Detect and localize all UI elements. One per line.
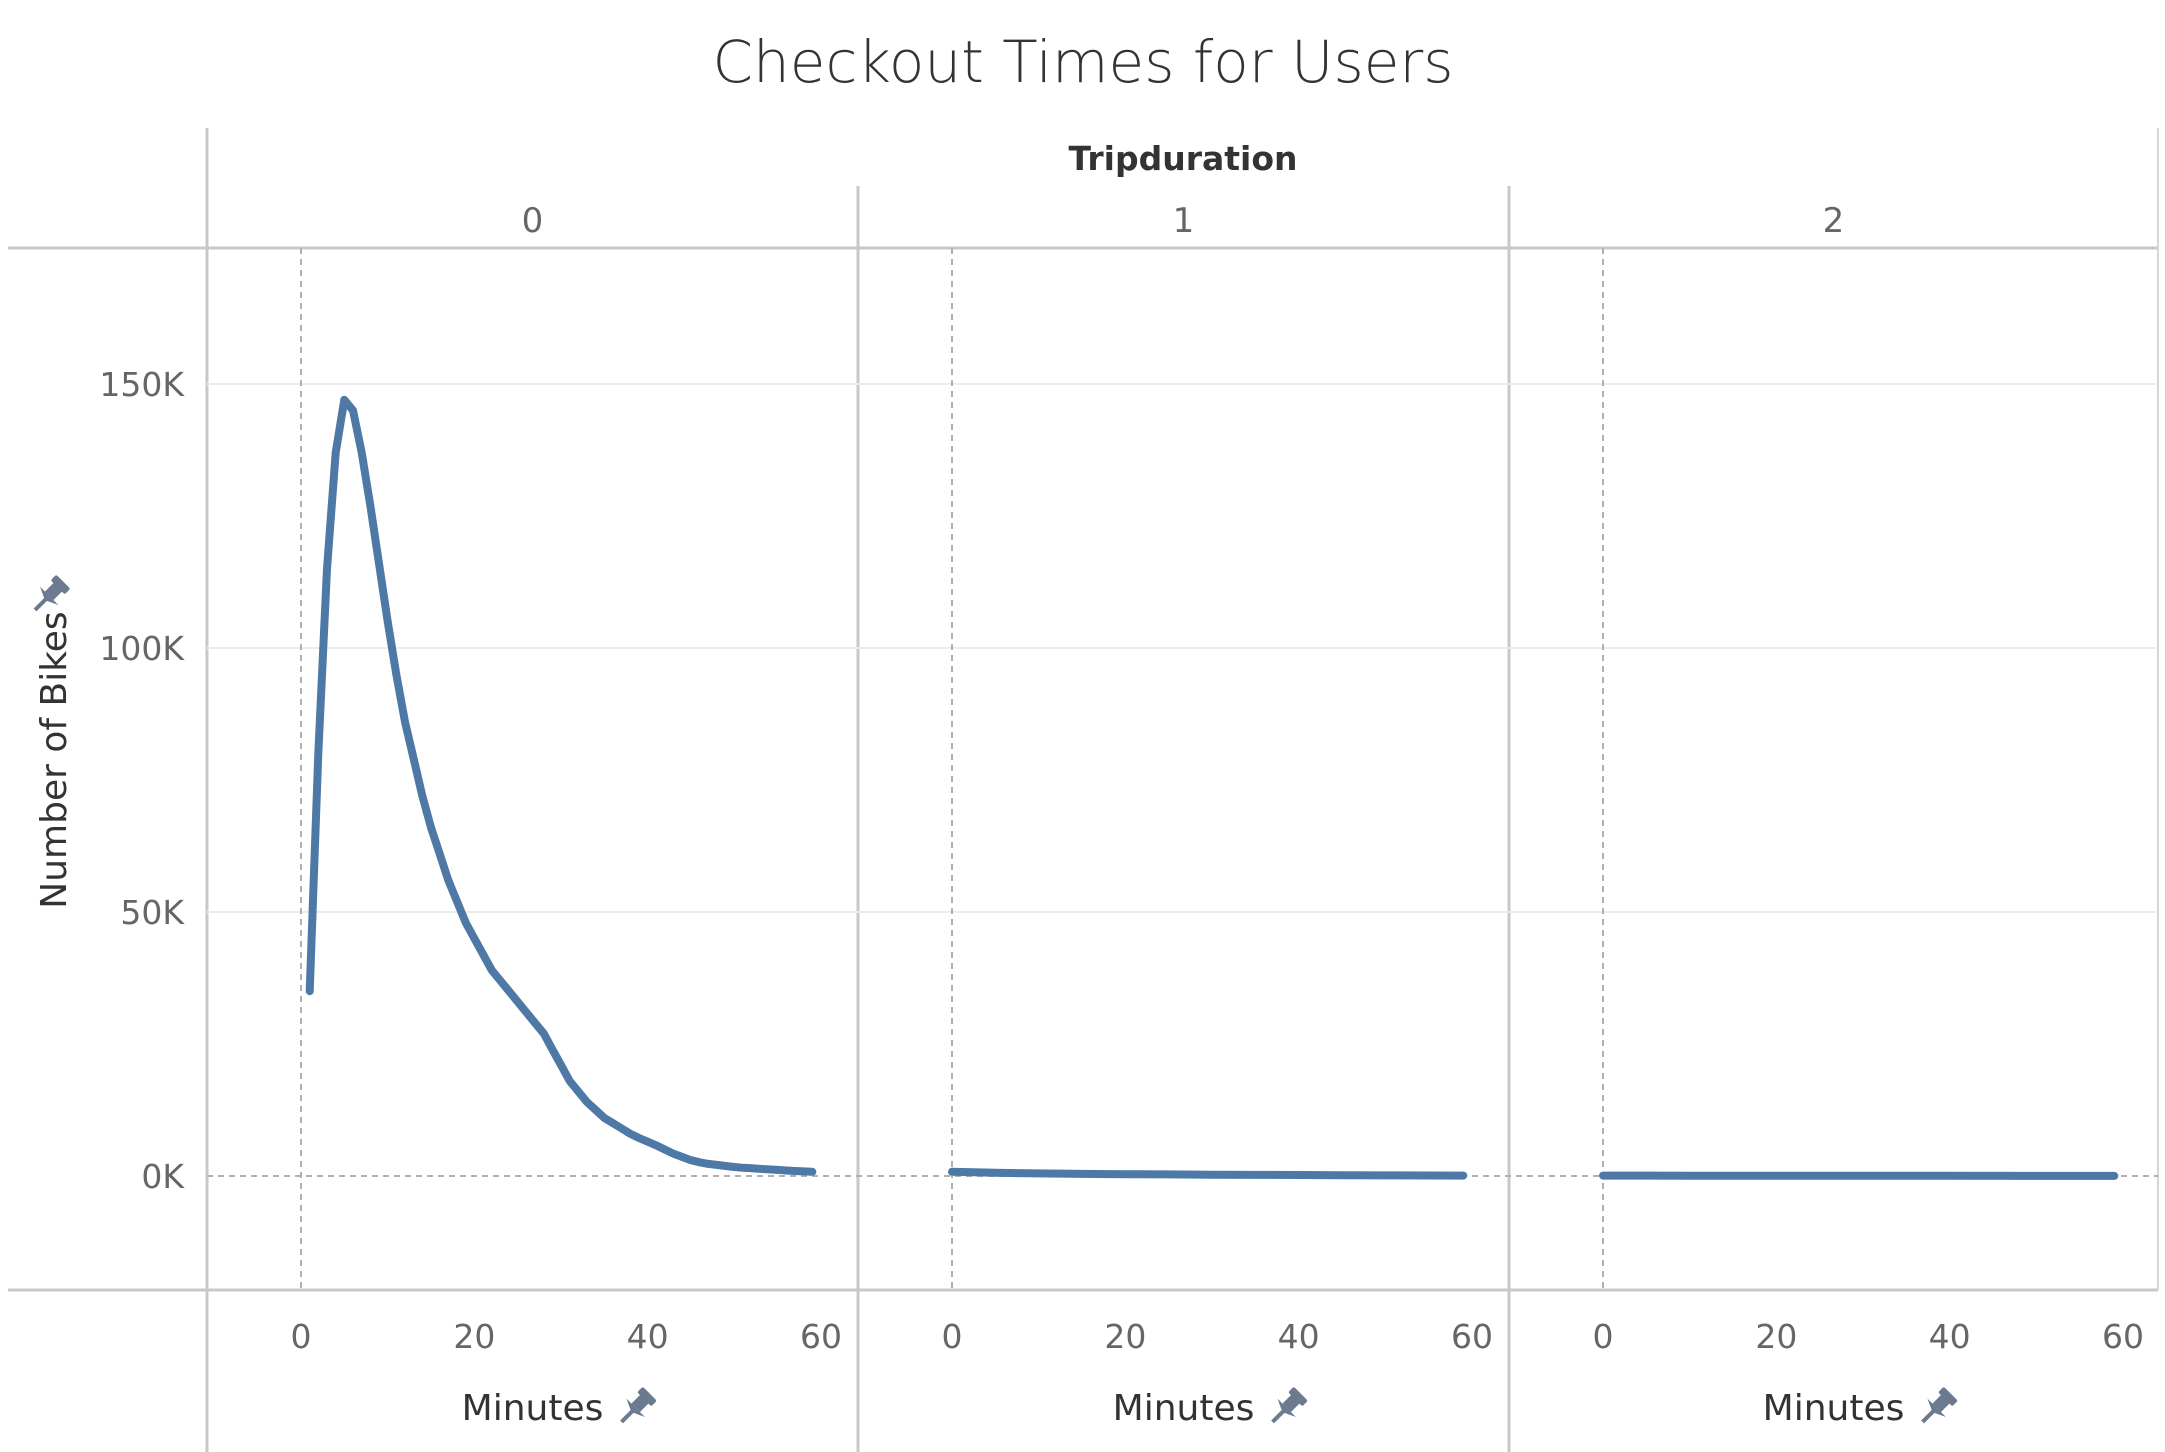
x-tick-label: 40 <box>1929 1317 1971 1356</box>
panel-0: 0 0 20 40 60 Minutes <box>291 201 843 1429</box>
panel-header-label: 0 <box>522 201 544 241</box>
y-axis-tick-labels: 150K 100K 50K 0K <box>99 365 185 1196</box>
pin-icon <box>620 1387 657 1424</box>
grid-lines <box>207 383 2158 1177</box>
chart-frame <box>8 128 2159 1452</box>
x-tick-label: 0 <box>942 1317 963 1356</box>
x-axis-title: Minutes <box>462 1388 604 1429</box>
x-tick-label: 60 <box>2102 1317 2144 1356</box>
panel-header-label: 1 <box>1173 201 1195 241</box>
y-axis-title-group: Number of Bikes <box>34 611 75 908</box>
x-tick-label: 40 <box>1278 1317 1320 1356</box>
x-tick-label: 40 <box>627 1317 669 1356</box>
x-tick-label: 0 <box>291 1317 312 1356</box>
pin-icon <box>1271 1387 1308 1424</box>
x-tick-label: 0 <box>1593 1317 1614 1356</box>
x-axis-title: Minutes <box>1763 1388 1905 1429</box>
y-tick-label: 0K <box>141 1157 185 1196</box>
x-tick-label: 60 <box>1451 1317 1493 1356</box>
series-line <box>948 1167 1468 1180</box>
series-line <box>305 395 817 1176</box>
column-header: Tripduration <box>1068 139 1297 178</box>
y-tick-label: 100K <box>99 629 185 668</box>
x-tick-label: 60 <box>800 1317 842 1356</box>
x-tick-label: 20 <box>453 1317 495 1356</box>
y-tick-label: 50K <box>120 893 185 932</box>
x-tick-label: 20 <box>1104 1317 1146 1356</box>
y-axis-title: Number of Bikes <box>34 611 75 908</box>
x-tick-label: 20 <box>1755 1317 1797 1356</box>
y-tick-label: 150K <box>99 365 185 404</box>
panel-1: 1 0 20 40 60 Minutes <box>942 201 1494 1429</box>
chart-title: Checkout Times for Users <box>713 28 1454 96</box>
x-axis-title: Minutes <box>1113 1388 1255 1429</box>
panel-header-label: 2 <box>1823 201 1845 241</box>
pin-icon <box>1921 1387 1958 1424</box>
